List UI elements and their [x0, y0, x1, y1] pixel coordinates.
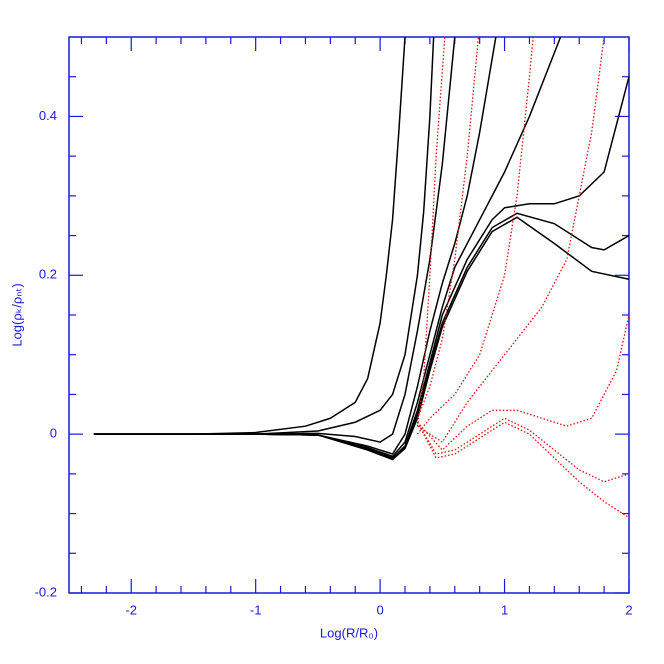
- x-tick-label: 1: [501, 602, 508, 617]
- curve: [93, 36, 406, 435]
- x-axis-label: Log(R/R₀): [320, 625, 378, 640]
- curve: [416, 314, 630, 451]
- curve: [93, 36, 497, 455]
- curve: [416, 36, 446, 427]
- curve: [93, 76, 630, 459]
- curve: [416, 417, 630, 483]
- plot-frame: [68, 36, 630, 594]
- curve: [93, 212, 630, 460]
- curve: [93, 36, 562, 458]
- y-tick-label: -0.2: [35, 584, 57, 599]
- x-tick-label: 0: [376, 602, 383, 617]
- y-tick-label: 0.4: [39, 108, 57, 123]
- y-tick-label: 0: [50, 426, 57, 441]
- curve: [93, 36, 456, 443]
- curve: [416, 421, 630, 519]
- curve: [93, 36, 435, 435]
- curve: [417, 36, 605, 443]
- y-tick-label: 0.2: [39, 267, 57, 282]
- x-tick-label: -1: [250, 602, 262, 617]
- x-tick-label: 2: [625, 602, 632, 617]
- curve: [416, 36, 534, 435]
- curve: [93, 216, 630, 461]
- x-tick-label: -2: [125, 602, 137, 617]
- y-axis-label: Log(ρₖ/ρₙₜ): [9, 283, 24, 346]
- curve: [416, 36, 480, 419]
